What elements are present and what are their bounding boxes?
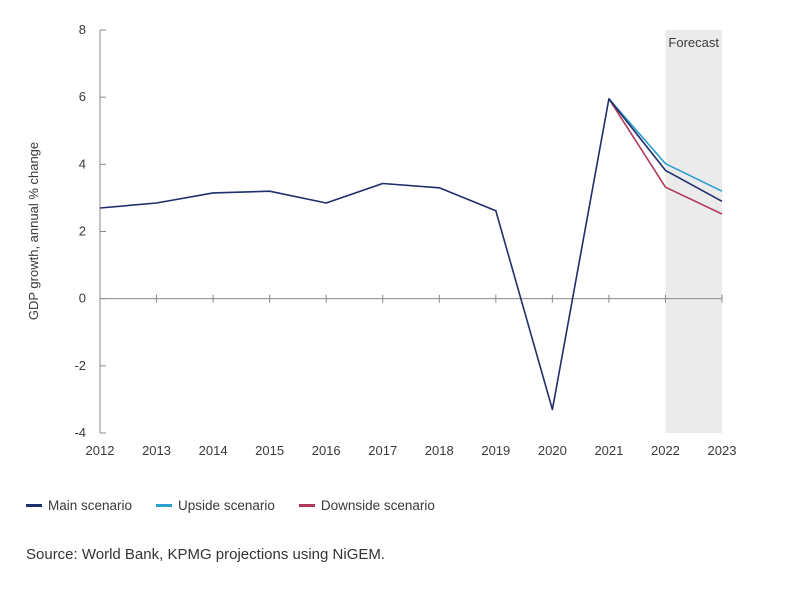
x-tick-label: 2020 <box>538 443 567 458</box>
x-tick-label: 2019 <box>481 443 510 458</box>
legend-label: Main scenario <box>48 498 133 513</box>
x-tick-label: 2022 <box>651 443 680 458</box>
x-tick-label: 2017 <box>368 443 397 458</box>
forecast-shaded-region <box>665 30 722 433</box>
y-axis-label: GDP growth, annual % change <box>26 142 41 320</box>
x-tick-label: 2015 <box>255 443 284 458</box>
legend-swatch <box>26 504 42 507</box>
y-tick-label: -2 <box>74 358 86 373</box>
y-tick-label: 2 <box>79 224 86 239</box>
series-line-upside-scenario <box>608 98 723 192</box>
y-tick-label: 6 <box>79 89 86 104</box>
x-tick-label: 2016 <box>312 443 341 458</box>
legend-item: Downside scenario <box>298 498 435 513</box>
series-line-main-scenario <box>99 98 723 411</box>
legend-swatch <box>156 504 173 507</box>
x-tick-label: 2023 <box>708 443 737 458</box>
legend-item: Main scenario <box>26 498 132 513</box>
y-tick-label: 0 <box>79 291 86 306</box>
legend-item: Upside scenario <box>156 498 275 513</box>
x-tick-label: 2012 <box>86 443 115 458</box>
x-tick-label: 2014 <box>199 443 228 458</box>
x-tick-label: 2018 <box>425 443 454 458</box>
legend: Main scenario Upside scenario Downside sce… <box>26 498 435 513</box>
source-note: Source: World Bank, KPMG projections usi… <box>26 546 386 563</box>
legend-label: Downside scenario <box>320 498 435 513</box>
legend-label: Upside scenario <box>178 498 275 513</box>
series-line-downside-scenario <box>608 98 723 215</box>
x-tick-label: 2013 <box>142 443 171 458</box>
x-tick-label: 2021 <box>594 443 623 458</box>
legend-swatch <box>298 504 315 507</box>
series-lines <box>99 98 723 411</box>
y-tick-label: 4 <box>79 156 86 171</box>
axes <box>99 29 723 434</box>
x-tick-labels: 2012 2013 2014 2015 2016 2017 2018 2019 2020 2021… <box>86 443 737 458</box>
y-tick-labels: -4 -2 0 2 4 6 8 <box>74 22 86 440</box>
forecast-label: Forecast <box>668 35 719 50</box>
y-tick-label: 8 <box>79 22 86 37</box>
y-tick-label: -4 <box>74 425 86 440</box>
